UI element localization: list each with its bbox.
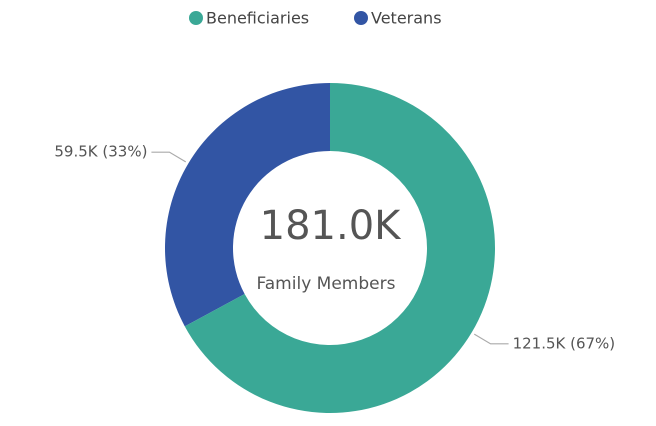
donut-slice [184,83,495,413]
leader-line [473,333,509,345]
leader-line [151,151,187,163]
data-label: 121.5K (67%) [513,334,616,352]
legend-label: Veterans [371,9,442,28]
legend-label: Beneficiaries [206,9,309,28]
donut-slice [165,83,330,327]
legend-marker [189,11,203,25]
data-label: 59.5K (33%) [54,143,147,161]
center-subtitle: Family Members [257,274,396,294]
legend-marker [354,11,368,25]
center-value: 181.0K [260,203,403,249]
